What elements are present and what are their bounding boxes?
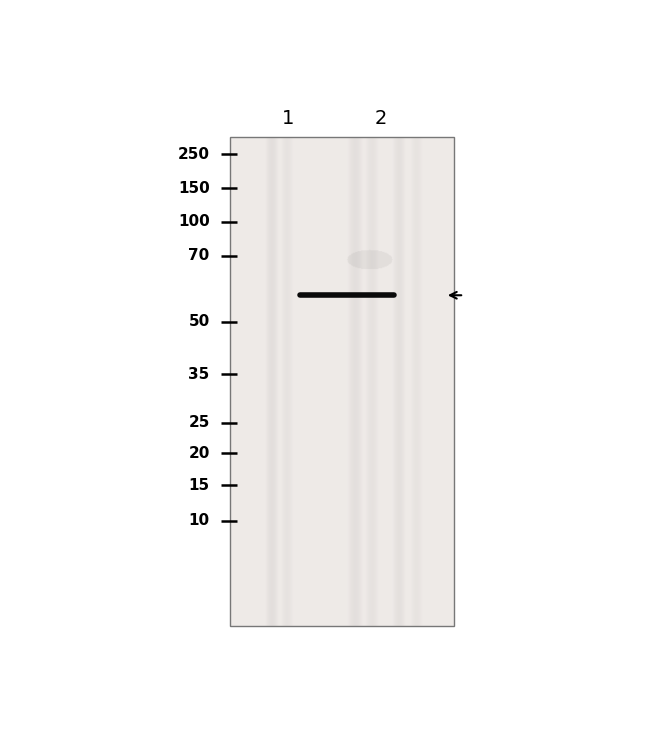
Text: 20: 20: [188, 446, 210, 460]
Text: 100: 100: [178, 214, 210, 230]
Text: 10: 10: [188, 513, 210, 529]
Text: 25: 25: [188, 415, 210, 430]
Text: 70: 70: [188, 248, 210, 264]
Text: 35: 35: [188, 367, 210, 381]
Text: 150: 150: [178, 181, 210, 195]
Text: 2: 2: [375, 109, 387, 128]
Text: 250: 250: [177, 147, 210, 162]
Bar: [230, 138, 454, 626]
Text: 50: 50: [188, 314, 210, 329]
Text: 15: 15: [188, 478, 210, 493]
Text: 1: 1: [281, 109, 294, 128]
